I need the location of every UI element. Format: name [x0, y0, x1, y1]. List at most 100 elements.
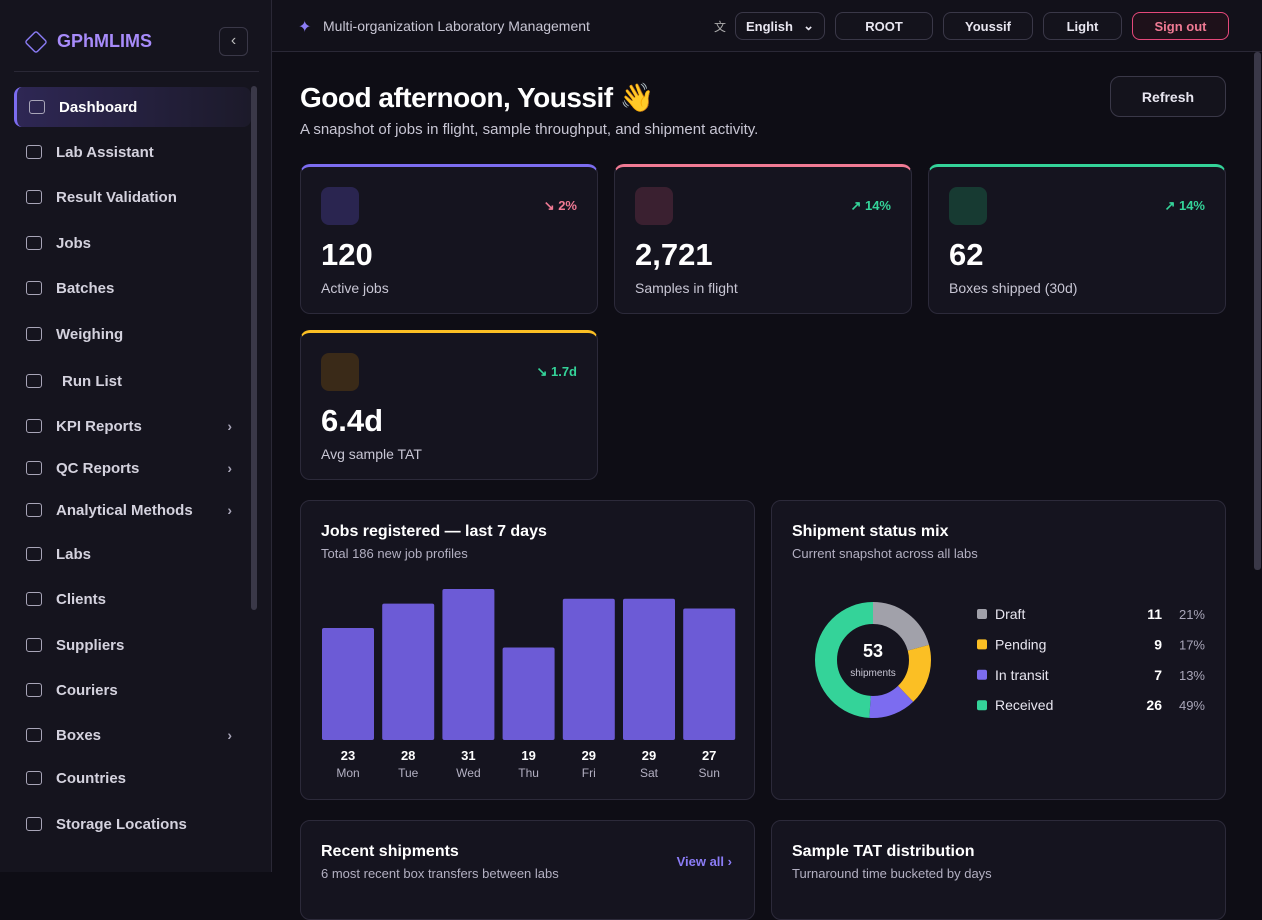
translate-icon: 文: [714, 20, 727, 34]
legend-value: 11: [1147, 606, 1162, 622]
nav-label: KPI Reports: [56, 417, 142, 435]
user-button[interactable]: Youssif: [943, 12, 1033, 40]
legend-value: 9: [1154, 636, 1162, 652]
legend-swatch: [977, 609, 987, 619]
bar: [322, 627, 374, 740]
kpi-change-value: 1.7d: [550, 364, 577, 379]
donut-segment: [815, 602, 931, 718]
kpi-icon: [949, 187, 987, 225]
chart-card: Jobs registered — last 7 days Total 186 …: [300, 500, 755, 800]
chart-title: Jobs registered — last 7 days: [321, 523, 547, 540]
nav-label: Labs: [56, 545, 92, 563]
bar-value-label: 23: [341, 748, 355, 763]
legend-swatch: [977, 639, 987, 650]
nav-label: Jobs: [56, 234, 92, 252]
nav-item[interactable]: Weighing: [14, 314, 248, 354]
bar-value-label: 19: [521, 748, 535, 763]
kpi-change-value: 14%: [1178, 198, 1205, 213]
nav-label: Clients: [56, 590, 107, 608]
nav-item[interactable]: Result Validation: [14, 177, 248, 217]
panel-subtitle: Turnaround time bucketed by days: [792, 866, 992, 881]
nav-label: Storage Locations: [56, 815, 187, 833]
nav-item[interactable]: Batches: [14, 268, 248, 308]
app-title: Multi-organization Laboratory Management: [323, 18, 590, 34]
view-all-link[interactable]: View all ›: [676, 854, 732, 869]
donut-segment: [815, 602, 931, 718]
greeting: Good afternoon, Youssif 👋: [300, 82, 655, 113]
legend-label: Pending: [995, 636, 1046, 652]
nav-label: Dashboard: [59, 98, 138, 116]
nav-item[interactable]: Couriers: [14, 670, 248, 710]
bar-chart: 23 Mon 28 Tue 31 Wed 19 Thu 29 Fri 29 Sat 27 Sun: [322, 589, 736, 780]
nav-label: Result Validation: [56, 188, 177, 206]
bar-value-label: 27: [702, 748, 716, 763]
legend-value: 26: [1146, 697, 1162, 713]
org-button[interactable]: ROOT: [835, 12, 933, 40]
bar: [502, 647, 555, 740]
kpi-value: 2,721: [635, 237, 713, 272]
language-select[interactable]: English ⌄: [735, 12, 825, 40]
x-tick-label: Fri: [582, 766, 596, 780]
panel-subtitle: 6 most recent box transfers between labs: [321, 866, 559, 881]
kpi-value: 120: [321, 237, 373, 272]
nav-item[interactable]: Lab Assistant: [14, 132, 248, 172]
nav-item[interactable]: Dashboard: [14, 87, 251, 127]
chart-subtitle: Current snapshot across all labs: [792, 546, 978, 561]
language-label: English: [746, 18, 793, 34]
nav-label: Suppliers: [56, 636, 125, 654]
legend-swatch: [977, 669, 987, 680]
nav-item[interactable]: Countries: [14, 758, 248, 798]
divider: [14, 71, 259, 72]
kpi-card: ↗ 14% 2,721 Samples in flight: [614, 164, 912, 314]
refresh-button[interactable]: Refresh: [1110, 76, 1226, 117]
chart-title: Shipment status mix: [792, 523, 949, 540]
nav-item[interactable]: Analytical Methods ›: [14, 490, 248, 530]
org-label: ROOT: [865, 18, 903, 34]
nav-item[interactable]: Clients: [14, 579, 248, 619]
scrollbar: [251, 86, 257, 610]
legend-percent: 13%: [1179, 668, 1205, 683]
bar: [683, 608, 736, 740]
bar: [442, 589, 495, 740]
signout-label: Sign out: [1154, 18, 1207, 34]
x-tick-label: Thu: [518, 766, 539, 780]
bar: [382, 603, 435, 740]
collapse-button[interactable]: ‹: [219, 27, 248, 56]
kpi-label: Active jobs: [321, 280, 389, 296]
nav-item[interactable]: Jobs: [14, 223, 248, 263]
kpi-card: ↘ 1.7d 6.4d Avg sample TAT: [300, 330, 598, 480]
bar-value-label: 29: [582, 748, 596, 763]
view-all-label: View all: [676, 854, 725, 869]
legend-label: Draft: [995, 606, 1025, 622]
x-tick-label: Sun: [699, 766, 720, 780]
kpi-card: ↘ 2% 120 Active jobs: [300, 164, 598, 314]
kpi-label: Boxes shipped (30d): [949, 280, 1078, 296]
legend-swatch: [977, 700, 987, 711]
kpi-icon: [321, 187, 359, 225]
legend-percent: 21%: [1179, 607, 1205, 622]
nav-item[interactable]: QC Reports ›: [14, 448, 248, 488]
nav-item[interactable]: KPI Reports ›: [14, 406, 248, 446]
x-tick-label: Sat: [640, 766, 659, 780]
x-tick-label: Wed: [456, 766, 480, 780]
nav-item[interactable]: Labs: [14, 534, 248, 574]
logo: [24, 30, 48, 54]
signout-button[interactable]: Sign out: [1132, 12, 1229, 40]
kpi-value: 62: [949, 237, 984, 272]
legend-percent: 49%: [1179, 698, 1205, 713]
donut-segment: [815, 602, 931, 718]
theme-button[interactable]: Light: [1043, 12, 1122, 40]
nav-item[interactable]: Run List: [14, 361, 248, 401]
nav-item[interactable]: Boxes ›: [14, 715, 248, 755]
donut-chart: Draft 11 21% Pending 9 17% In transit 7 13% Recei…: [815, 602, 1205, 718]
nav-item[interactable]: Storage Locations: [14, 804, 248, 844]
nav-item[interactable]: Suppliers: [14, 625, 248, 665]
kpi-change: ↘ 1.7d: [536, 364, 577, 379]
panel: Recent shipments 6 most recent box trans…: [300, 820, 755, 920]
nav-label: Boxes: [56, 726, 102, 744]
sidebar: GPhMLIMS ‹ Dashboard Lab Assistant Resul…: [0, 0, 272, 872]
kpi-change-value: 2%: [558, 198, 577, 213]
bar-value-label: 28: [401, 748, 415, 763]
bar: [623, 598, 675, 740]
